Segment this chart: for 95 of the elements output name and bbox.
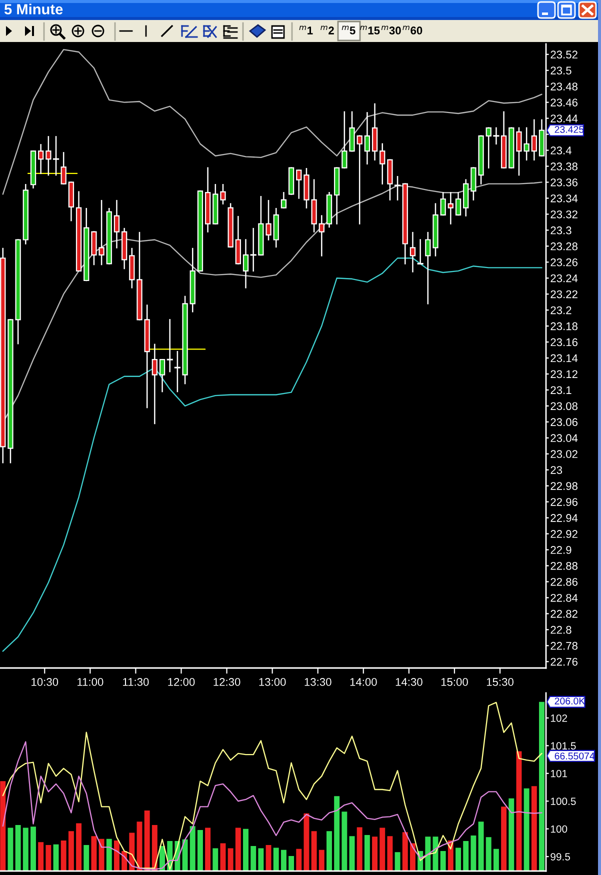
y-tick-label: 23.1 bbox=[550, 386, 572, 394]
line-series bbox=[2, 741, 542, 870]
y-tick-label: 23.26 bbox=[550, 258, 578, 266]
y-tick-label: 23.08 bbox=[550, 402, 578, 410]
candlestick bbox=[220, 184, 226, 204]
candlestick bbox=[448, 192, 454, 224]
y-tick-label: 22.92 bbox=[550, 530, 578, 538]
candlestick bbox=[440, 192, 446, 216]
y-tick-label: 22.84 bbox=[550, 594, 578, 602]
text: $^{m}$1 bbox=[299, 26, 313, 34]
x-tick-label: 10:30 bbox=[32, 678, 58, 686]
y-tick-label: 23.34 bbox=[550, 194, 578, 202]
candlestick bbox=[114, 200, 120, 248]
candlestick bbox=[242, 239, 249, 288]
y-tick-label: 23.32 bbox=[550, 210, 578, 218]
x-tick-label: 12:30 bbox=[214, 678, 240, 686]
y-tick-label: 23.38 bbox=[550, 162, 578, 170]
y-tick-label: 23.24 bbox=[550, 274, 578, 282]
y-tick-label: 22.9 bbox=[550, 546, 572, 554]
candlestick bbox=[318, 215, 324, 256]
text: $^{m}$30 bbox=[381, 26, 401, 34]
candlestick bbox=[455, 192, 462, 216]
x-tick-label: 14:30 bbox=[396, 678, 422, 686]
text: $^{m}$15 bbox=[360, 26, 380, 34]
y-tick-label: 101 bbox=[550, 770, 568, 778]
candlestick bbox=[463, 179, 469, 216]
y-tick-label: 23.52 bbox=[550, 50, 578, 59]
x-tick-label: 13:00 bbox=[259, 678, 286, 686]
x-tick-label: 12:00 bbox=[168, 678, 195, 686]
text: $^{m}$60 bbox=[402, 26, 422, 34]
y-tick-label: 23.2 bbox=[550, 306, 572, 314]
x-tick-label: 13:30 bbox=[304, 678, 332, 686]
candlestick bbox=[387, 159, 393, 200]
y-tick-label: 23.04 bbox=[550, 434, 578, 442]
y-tick-label: 23.48 bbox=[550, 82, 578, 90]
candlestick bbox=[531, 119, 537, 160]
y-tick-label: 22.96 bbox=[550, 498, 578, 506]
candlestick bbox=[425, 232, 431, 304]
y-tick-label: 100 bbox=[550, 825, 568, 833]
x-tick-label: 14:00 bbox=[350, 678, 377, 686]
y-tick-label: 22.78 bbox=[550, 642, 578, 650]
y-tick-label: 23.28 bbox=[550, 242, 578, 250]
y-tick-label: 22.86 bbox=[550, 578, 578, 586]
candlestick bbox=[364, 112, 370, 164]
y-tick-label: 23.4 bbox=[550, 146, 572, 154]
candlestick bbox=[129, 248, 135, 288]
x-tick-label: 15:00 bbox=[441, 678, 468, 686]
y-tick-label: 22.94 bbox=[550, 514, 578, 522]
candlestick bbox=[280, 192, 287, 208]
y-tick-label: 23.3 bbox=[550, 226, 572, 234]
y-tick-label: 101.5 bbox=[550, 742, 576, 750]
candlestick bbox=[372, 103, 378, 160]
y-tick-label: 23.02 bbox=[550, 450, 578, 458]
y-tick-label: 23.16 bbox=[550, 338, 578, 346]
candlestick bbox=[417, 239, 424, 264]
y-tick-label: 23.36 bbox=[550, 178, 578, 186]
candlestick bbox=[166, 319, 173, 372]
candlestick bbox=[296, 170, 302, 199]
y-tick-label: 23.44 bbox=[550, 114, 578, 122]
x-tick-label: 15:30 bbox=[486, 678, 514, 686]
y-tick-label: 99.5 bbox=[550, 853, 570, 860]
text: $^{m}$5 bbox=[342, 26, 356, 34]
y-tick-label: 23.22 bbox=[550, 290, 578, 298]
y-tick-label: 22.82 bbox=[550, 610, 578, 618]
candlestick bbox=[394, 176, 401, 200]
y-tick-label: 23.5 bbox=[550, 66, 572, 74]
y-tick-label: 100.5 bbox=[550, 798, 576, 806]
text: 23.425 bbox=[554, 126, 584, 133]
y-tick-label: 23 bbox=[550, 466, 562, 474]
line-series bbox=[2, 702, 542, 870]
y-tick-label: 23.14 bbox=[550, 354, 578, 362]
line-series bbox=[2, 49, 542, 195]
y-tick-label: 22.88 bbox=[550, 562, 578, 570]
candlestick bbox=[159, 358, 166, 392]
y-tick-label: 23.18 bbox=[550, 322, 578, 330]
text: 66.55074 bbox=[554, 752, 595, 760]
text: $^{m}$2 bbox=[320, 26, 334, 34]
y-tick-label: 22.76 bbox=[550, 658, 578, 666]
candlestick bbox=[60, 152, 66, 184]
y-tick-label: 23.12 bbox=[550, 370, 578, 378]
y-tick-label: 22.98 bbox=[550, 482, 578, 490]
candlestick bbox=[410, 232, 416, 272]
y-tick-label: 22.8 bbox=[550, 626, 572, 634]
x-tick-label: 11:30 bbox=[123, 678, 149, 686]
y-tick-label: 102 bbox=[550, 714, 568, 722]
y-tick-label: 23.06 bbox=[550, 418, 578, 426]
y-tick-label: 23.46 bbox=[550, 98, 578, 106]
candlestick bbox=[152, 344, 158, 424]
candlestick bbox=[38, 144, 44, 174]
candlestick bbox=[356, 135, 362, 224]
candlestick bbox=[380, 143, 386, 184]
x-tick-label: 11:00 bbox=[78, 678, 104, 686]
candlestick bbox=[235, 216, 241, 264]
chart-title: 5 Minute bbox=[4, 4, 63, 14]
line-series bbox=[2, 258, 542, 652]
